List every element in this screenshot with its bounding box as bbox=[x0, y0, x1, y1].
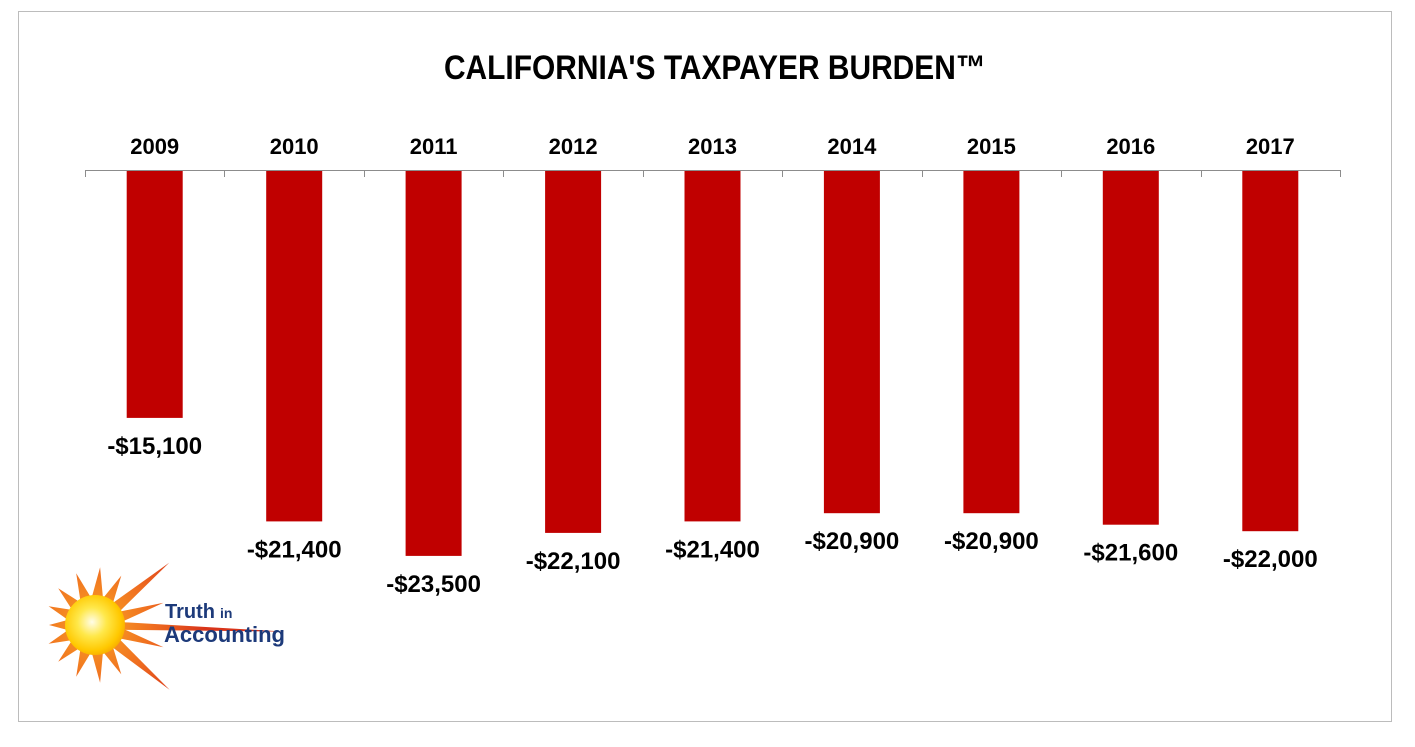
sun-ray bbox=[114, 621, 285, 632]
data-label: -$20,900 bbox=[805, 528, 900, 555]
chart-title: CALIFORNIA'S TAXPAYER BURDEN™ bbox=[444, 49, 986, 87]
sun-ray bbox=[112, 625, 164, 648]
data-label: -$21,400 bbox=[665, 536, 760, 563]
x-tick-label: 2017 bbox=[1246, 134, 1295, 159]
logo-word-truth: Truth bbox=[165, 601, 215, 623]
truth-in-accounting-logo: Truth in Accounting bbox=[48, 562, 285, 690]
logo-word-in: in bbox=[220, 605, 232, 621]
sun-icon bbox=[65, 595, 125, 655]
bar bbox=[1242, 170, 1299, 532]
x-tick-label: 2012 bbox=[549, 134, 598, 159]
bar bbox=[545, 170, 602, 533]
x-tick-label: 2010 bbox=[270, 134, 319, 159]
data-label: -$20,900 bbox=[944, 528, 1039, 555]
chart-title-container: CALIFORNIA'S TAXPAYER BURDEN™ bbox=[365, 48, 1065, 95]
data-label: -$23,500 bbox=[386, 571, 481, 598]
x-tick-label: 2014 bbox=[827, 134, 877, 159]
data-label: -$21,400 bbox=[247, 536, 342, 563]
sun-ray bbox=[112, 602, 164, 625]
data-label: -$15,100 bbox=[107, 433, 202, 460]
x-tick-label: 2015 bbox=[967, 134, 1016, 159]
x-tick-label: 2016 bbox=[1106, 134, 1155, 159]
bar bbox=[963, 170, 1020, 514]
data-label: -$22,100 bbox=[526, 548, 621, 575]
sun-ray bbox=[106, 562, 170, 617]
logo-line-1: Truth in bbox=[165, 601, 232, 623]
bar bbox=[684, 170, 741, 522]
data-label: -$21,600 bbox=[1083, 540, 1178, 567]
x-tick-label: 2013 bbox=[688, 134, 737, 159]
logo-word-accounting: Accounting bbox=[164, 622, 285, 647]
x-tick-label: 2011 bbox=[410, 134, 458, 159]
bar bbox=[126, 170, 183, 418]
bar bbox=[823, 170, 880, 514]
sun-ray bbox=[106, 633, 170, 690]
sun-rays bbox=[48, 562, 285, 690]
bar bbox=[266, 170, 323, 522]
x-tick-label: 2009 bbox=[130, 134, 179, 159]
bar bbox=[405, 170, 462, 556]
data-label: -$22,000 bbox=[1223, 546, 1318, 573]
bar bbox=[1102, 170, 1159, 525]
